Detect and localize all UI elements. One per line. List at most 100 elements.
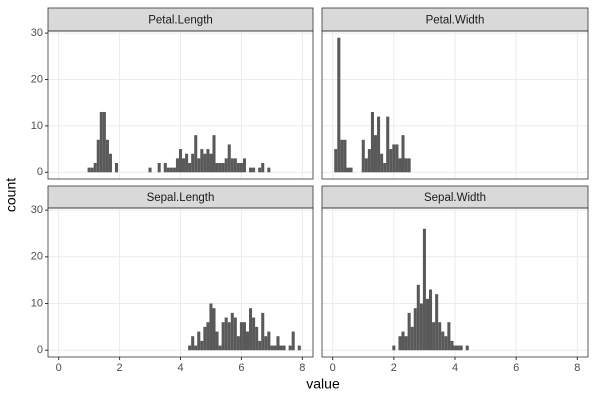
bar [169, 167, 173, 173]
bar [383, 162, 387, 173]
bar [215, 331, 219, 351]
bar [239, 162, 243, 173]
panel-border [47, 30, 314, 180]
y-tick-label: 10 [31, 120, 43, 132]
bar [343, 139, 347, 173]
bar [361, 139, 365, 173]
bar [447, 322, 451, 351]
bar [90, 167, 94, 173]
y-tick-label: 30 [31, 204, 43, 216]
bar [233, 317, 237, 351]
bar [401, 331, 405, 351]
bar [245, 331, 250, 351]
bar [212, 308, 216, 351]
bar [87, 167, 91, 173]
bar [194, 135, 198, 173]
bar [197, 158, 201, 173]
bar [255, 326, 259, 351]
bar [267, 167, 271, 173]
bar [233, 158, 237, 173]
bar [261, 162, 265, 173]
x-tick-label: 8 [299, 362, 305, 374]
bar [203, 153, 207, 173]
x-tick-label: 2 [117, 362, 123, 374]
bar [432, 322, 436, 351]
bar [230, 158, 234, 173]
bar [450, 340, 454, 351]
bar [386, 116, 390, 173]
y-tick-label: 0 [37, 166, 43, 178]
bar [392, 345, 396, 351]
bar [380, 153, 384, 173]
bar [398, 158, 402, 173]
bar [258, 340, 262, 351]
bar [212, 135, 216, 173]
bar [191, 336, 195, 351]
bar [291, 331, 295, 351]
bar [218, 162, 222, 173]
bar [401, 135, 405, 173]
y-tick-label: 30 [31, 27, 43, 39]
bar [419, 303, 423, 351]
bar [404, 336, 408, 351]
x-tick-label: 0 [330, 362, 336, 374]
bar [242, 158, 246, 173]
bar [273, 345, 277, 351]
strip-text: Sepal.Width [424, 192, 486, 204]
y-tick-label: 20 [31, 73, 43, 85]
bar [172, 167, 176, 173]
strip-text: Petal.Length [148, 15, 213, 27]
bar [175, 158, 179, 173]
bar [416, 284, 420, 351]
bar [413, 308, 417, 351]
x-tick-label: 4 [177, 362, 183, 374]
bar [373, 135, 378, 173]
bar [249, 167, 253, 173]
x-tick-label: 6 [238, 362, 244, 374]
x-tick-label: 2 [391, 362, 397, 374]
bar [364, 158, 368, 173]
bar [227, 322, 231, 351]
bar [334, 149, 338, 173]
bar [429, 289, 433, 351]
bar [276, 336, 280, 351]
bar [178, 149, 183, 173]
bar [197, 331, 201, 351]
bar [252, 317, 256, 351]
bar [108, 153, 112, 173]
bar [395, 144, 399, 173]
bar [340, 139, 344, 173]
y-tick-label: 10 [31, 297, 43, 309]
bar [209, 153, 213, 173]
panel-border [321, 207, 589, 358]
bar [148, 167, 152, 173]
bar [203, 326, 207, 351]
bar [261, 312, 265, 351]
x-tick-label: 6 [513, 362, 519, 374]
bar [465, 345, 469, 351]
bar [163, 162, 167, 173]
bar [249, 308, 253, 351]
bar [297, 345, 301, 351]
bar [282, 345, 286, 351]
bar [441, 331, 445, 351]
bar [224, 317, 228, 351]
bar [459, 345, 463, 351]
bar [215, 162, 219, 173]
bar [267, 331, 271, 351]
bar [221, 162, 225, 173]
bar [157, 162, 161, 173]
bar [258, 167, 262, 173]
bar [182, 158, 186, 173]
x-axis-title: value [306, 376, 340, 392]
bar [264, 336, 268, 351]
strip-text: Sepal.Length [147, 192, 215, 204]
bar [389, 149, 393, 173]
bar [185, 153, 189, 173]
bar [206, 149, 210, 173]
bar [252, 167, 256, 173]
x-tick-label: 0 [56, 362, 62, 374]
bar [236, 162, 240, 173]
bar [407, 312, 411, 351]
